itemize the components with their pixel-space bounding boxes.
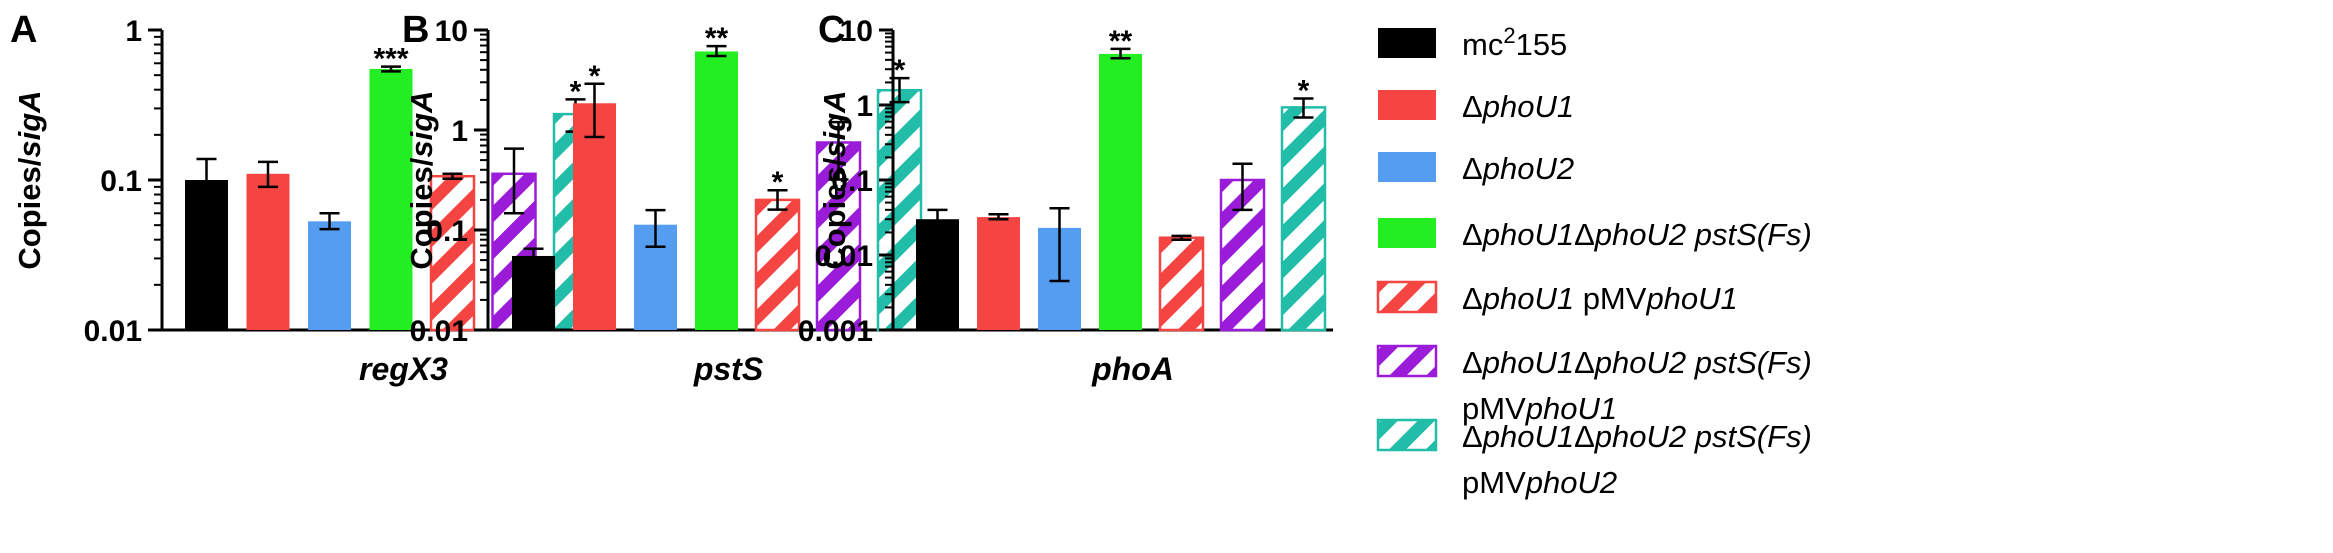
y-tick-label: 1 — [125, 15, 142, 48]
bar-triple — [695, 51, 738, 331]
legend-swatch — [1376, 280, 1438, 314]
legend-label: mc2155 — [1462, 23, 1567, 63]
significance-label: * — [570, 75, 582, 108]
legend-item-dphoU1: ΔphoU1 — [1378, 89, 1574, 124]
y-tick-label: 0.001 — [798, 315, 873, 348]
bar-dphoU1 — [573, 103, 616, 330]
y-tick-label: 0.1 — [831, 165, 873, 198]
legend-swatch — [1376, 344, 1438, 378]
y-axis-title: Copies/sigA — [817, 90, 852, 269]
y-axis-title: Copies/sigA — [12, 90, 47, 269]
legend-item-mc2155: mc2155 — [1378, 23, 1567, 63]
legend-swatch — [1378, 28, 1436, 58]
legend-item-comp_triple_U1: ΔphoU1ΔphoU2 pstS(Fs) pMVphoU1 — [1376, 344, 1812, 426]
y-tick-label: 0.1 — [100, 165, 142, 198]
significance-label: * — [1298, 75, 1310, 108]
significance-label: * — [894, 54, 906, 87]
bar-mc2155 — [512, 255, 555, 330]
legend-swatch — [1378, 218, 1436, 248]
bar-comp_dphoU1 — [1158, 236, 1205, 332]
panel-letter: B — [402, 9, 429, 51]
y-tick-label: 1 — [451, 115, 468, 148]
bar-mc2155 — [185, 180, 228, 330]
legend-label: ΔphoU1ΔphoU2 pstS(Fs) — [1462, 345, 1812, 380]
y-tick-label: 0.01 — [410, 315, 468, 348]
x-axis-gene-label: regX3 — [359, 351, 448, 387]
bar-dphoU2 — [308, 221, 351, 330]
legend-item-comp_dphoU1: ΔphoU1 pMVphoU1 — [1376, 280, 1738, 316]
bar-triple — [1099, 53, 1142, 330]
y-axis-title: Copies/sigA — [404, 90, 439, 269]
legend-swatch — [1378, 90, 1436, 120]
legend-label: ΔphoU2 — [1462, 151, 1574, 186]
y-tick-label: 1 — [856, 90, 873, 123]
x-axis-gene-label: pstS — [693, 351, 764, 387]
x-axis-gene-label: phoA — [1091, 351, 1174, 387]
legend-label: ΔphoU1 — [1462, 89, 1574, 124]
significance-label: ** — [705, 22, 729, 55]
legend-label: ΔphoU1ΔphoU2 pstS(Fs) — [1462, 217, 1812, 252]
bar-dphoU1 — [246, 173, 290, 330]
significance-label: ** — [1109, 25, 1133, 58]
legend-label: ΔphoU1ΔphoU2 pstS(Fs) — [1462, 419, 1812, 454]
legend-item-triple: ΔphoU1ΔphoU2 pstS(Fs) — [1378, 217, 1812, 252]
legend-swatch — [1378, 152, 1436, 182]
y-tick-label: 10 — [435, 15, 468, 48]
bar-dphoU1 — [977, 217, 1020, 330]
legend-label: pMVphoU2 — [1462, 465, 1617, 500]
panel-letter: C — [818, 9, 845, 51]
legend-label: pMVphoU1 — [1462, 391, 1617, 426]
bar-comp_dphoU1 — [754, 198, 801, 332]
bar-triple — [369, 68, 413, 331]
legend-swatch — [1376, 418, 1438, 452]
bar-comp_dphoU1 — [429, 174, 476, 332]
y-tick-label: 0.01 — [84, 315, 142, 348]
y-tick-label: 10 — [840, 15, 873, 48]
bar-mc2155 — [916, 219, 959, 330]
significance-label: *** — [373, 43, 408, 76]
bar-comp_triple_U2 — [1280, 106, 1327, 332]
legend-item-dphoU2: ΔphoU2 — [1378, 151, 1574, 186]
y-tick-label: 0.01 — [815, 240, 873, 273]
significance-label: * — [589, 60, 601, 93]
bar-comp_triple_U2 — [876, 88, 923, 332]
y-tick-label: 0.1 — [426, 215, 468, 248]
significance-label: * — [772, 166, 784, 199]
legend-label: ΔphoU1 pMVphoU1 — [1462, 281, 1738, 316]
panel-letter: A — [10, 9, 37, 51]
legend-item-comp_triple_U2: ΔphoU1ΔphoU2 pstS(Fs) pMVphoU2 — [1376, 418, 1812, 500]
